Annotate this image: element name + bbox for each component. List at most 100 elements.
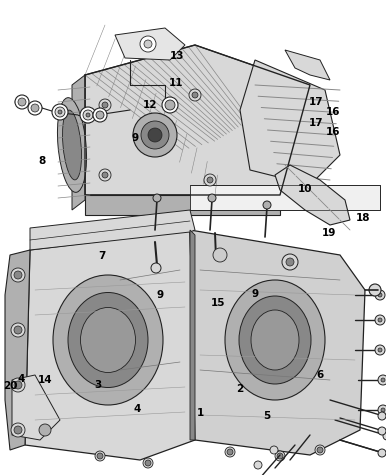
Circle shape [97,453,103,459]
Circle shape [95,451,105,461]
Circle shape [93,108,107,122]
Circle shape [14,271,22,279]
Circle shape [96,111,104,119]
Text: 13: 13 [169,51,184,61]
Text: 4: 4 [133,404,141,415]
Circle shape [277,453,283,459]
Circle shape [204,174,216,186]
Ellipse shape [225,280,325,400]
Circle shape [315,445,325,455]
Circle shape [378,348,382,352]
Circle shape [165,100,175,110]
Circle shape [153,194,161,202]
Text: 14: 14 [38,375,53,385]
Polygon shape [85,195,280,215]
Circle shape [213,248,227,262]
Text: 20: 20 [3,380,18,391]
Circle shape [162,97,178,113]
Ellipse shape [68,293,148,388]
Text: 12: 12 [142,100,157,111]
Circle shape [144,40,152,48]
Circle shape [270,446,278,454]
Circle shape [369,284,381,296]
Circle shape [192,92,198,98]
Circle shape [145,460,151,466]
Text: 2: 2 [236,384,243,395]
Circle shape [148,128,162,142]
Circle shape [140,36,156,52]
Circle shape [58,110,62,114]
Text: 19: 19 [322,228,336,238]
Circle shape [275,451,285,461]
Circle shape [207,177,213,183]
Circle shape [52,104,68,120]
Circle shape [208,194,216,202]
Circle shape [254,461,262,469]
Ellipse shape [239,296,311,384]
Circle shape [11,323,25,337]
Circle shape [378,318,382,322]
Circle shape [15,95,29,109]
Circle shape [11,423,25,437]
Text: 9: 9 [157,289,164,300]
Circle shape [286,258,294,266]
Circle shape [102,102,108,108]
Polygon shape [85,45,310,195]
Text: 9: 9 [132,133,139,143]
Text: 15: 15 [211,298,225,308]
Circle shape [14,326,22,334]
Text: 6: 6 [317,370,324,380]
Text: 8: 8 [39,156,46,167]
Polygon shape [275,165,350,225]
Text: 16: 16 [325,106,340,117]
Circle shape [378,449,386,457]
Circle shape [378,405,386,415]
Polygon shape [190,230,195,440]
Circle shape [375,290,385,300]
Circle shape [141,121,169,149]
Polygon shape [240,60,340,185]
Text: 17: 17 [309,97,324,107]
Polygon shape [115,28,185,60]
Circle shape [383,432,386,440]
Polygon shape [190,185,380,210]
Circle shape [83,110,93,120]
Text: 9: 9 [251,288,258,299]
Text: 5: 5 [263,410,270,421]
Ellipse shape [63,110,81,180]
Circle shape [99,169,111,181]
Circle shape [263,201,271,209]
Text: 16: 16 [325,127,340,137]
Circle shape [189,89,201,101]
Polygon shape [72,75,85,210]
Circle shape [151,263,161,273]
Circle shape [317,447,323,453]
Circle shape [227,449,233,455]
Circle shape [282,254,298,270]
Polygon shape [285,50,330,80]
Circle shape [18,98,26,106]
Ellipse shape [53,275,163,405]
Ellipse shape [81,307,135,372]
Text: 4: 4 [17,374,25,384]
Circle shape [11,268,25,282]
Circle shape [14,426,22,434]
Circle shape [80,107,96,123]
Text: 17: 17 [309,117,324,128]
Circle shape [133,113,177,157]
Circle shape [378,412,386,420]
Polygon shape [12,375,60,440]
Polygon shape [190,230,365,455]
Circle shape [378,293,382,297]
Text: 18: 18 [356,212,370,223]
Text: 11: 11 [168,78,183,88]
Ellipse shape [251,310,299,370]
Circle shape [102,172,108,178]
Text: 1: 1 [197,408,204,418]
Circle shape [143,458,153,468]
Ellipse shape [58,98,86,192]
Polygon shape [25,230,195,460]
Circle shape [86,113,90,117]
Text: 7: 7 [98,250,106,261]
Circle shape [225,447,235,457]
